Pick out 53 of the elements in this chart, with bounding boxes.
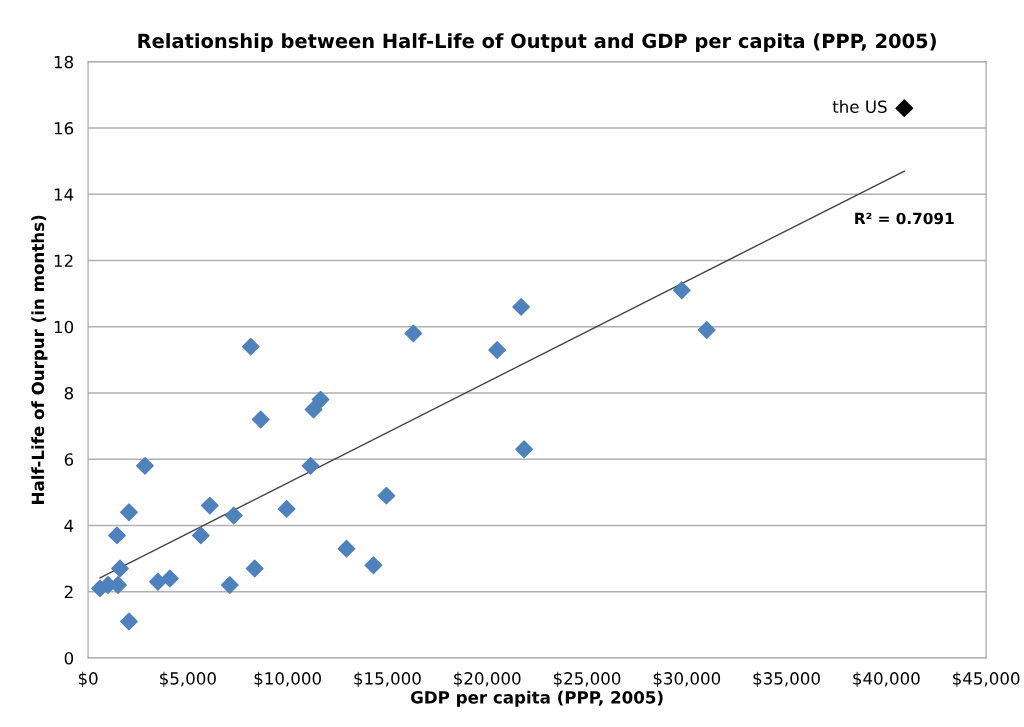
- point: [404, 324, 423, 343]
- x-tick-label: $40,000: [853, 671, 920, 687]
- x-tick-label: $5,000: [160, 671, 216, 687]
- x-axis-title: GDP per capita (PPP, 2005): [410, 690, 663, 707]
- point: [895, 99, 914, 118]
- point: [364, 556, 383, 575]
- point: [108, 526, 126, 545]
- y-tick-label: 6: [64, 453, 74, 466]
- point: [120, 612, 138, 631]
- y-tick-label: 12: [54, 254, 73, 267]
- x-tick-label: $30,000: [653, 671, 721, 687]
- y-tick-label: 0: [64, 651, 74, 665]
- y-tick-label: 18: [54, 55, 74, 69]
- point: [488, 341, 507, 359]
- x-tick-label: $15,000: [354, 671, 421, 687]
- point: [277, 499, 296, 518]
- x-tick-label: $35,000: [753, 671, 820, 687]
- point: [245, 559, 264, 578]
- y-axis-title: Half-Life of Ourpur (in months): [31, 215, 48, 504]
- x-tick-label: $45,000: [953, 671, 1020, 687]
- point: [515, 440, 534, 459]
- point: [512, 297, 531, 316]
- y-tick-label: 10: [54, 320, 74, 334]
- x-tick-label: $25,000: [553, 671, 621, 687]
- point: [377, 486, 396, 505]
- point: [697, 321, 716, 339]
- x-tick-label: $10,000: [254, 671, 321, 687]
- annotation: R² = 0.7091: [855, 212, 954, 225]
- point: [160, 569, 179, 588]
- annotation: the US: [832, 100, 887, 113]
- point: [120, 503, 138, 522]
- x-tick-label: $0: [78, 671, 98, 687]
- point: [224, 506, 243, 525]
- point: [149, 572, 167, 591]
- y-tick-label: 14: [54, 188, 74, 201]
- y-tick-label: 4: [64, 519, 74, 532]
- point: [301, 456, 320, 475]
- point: [672, 281, 691, 300]
- point: [311, 390, 330, 409]
- point: [111, 559, 129, 578]
- point: [251, 410, 270, 429]
- point: [191, 526, 210, 545]
- y-tick-label: 2: [64, 585, 73, 599]
- x-tick-label: $20,000: [454, 671, 521, 687]
- point: [200, 496, 219, 515]
- chart-title: Relationship between Half-Life of Output and GDP per capita (PPP, 2005): [138, 33, 936, 52]
- point: [220, 576, 239, 594]
- point: [304, 400, 323, 419]
- point: [337, 539, 356, 558]
- point: [241, 337, 260, 356]
- y-tick-label: 8: [64, 386, 74, 400]
- y-tick-label: 16: [54, 122, 74, 135]
- point: [136, 456, 154, 475]
